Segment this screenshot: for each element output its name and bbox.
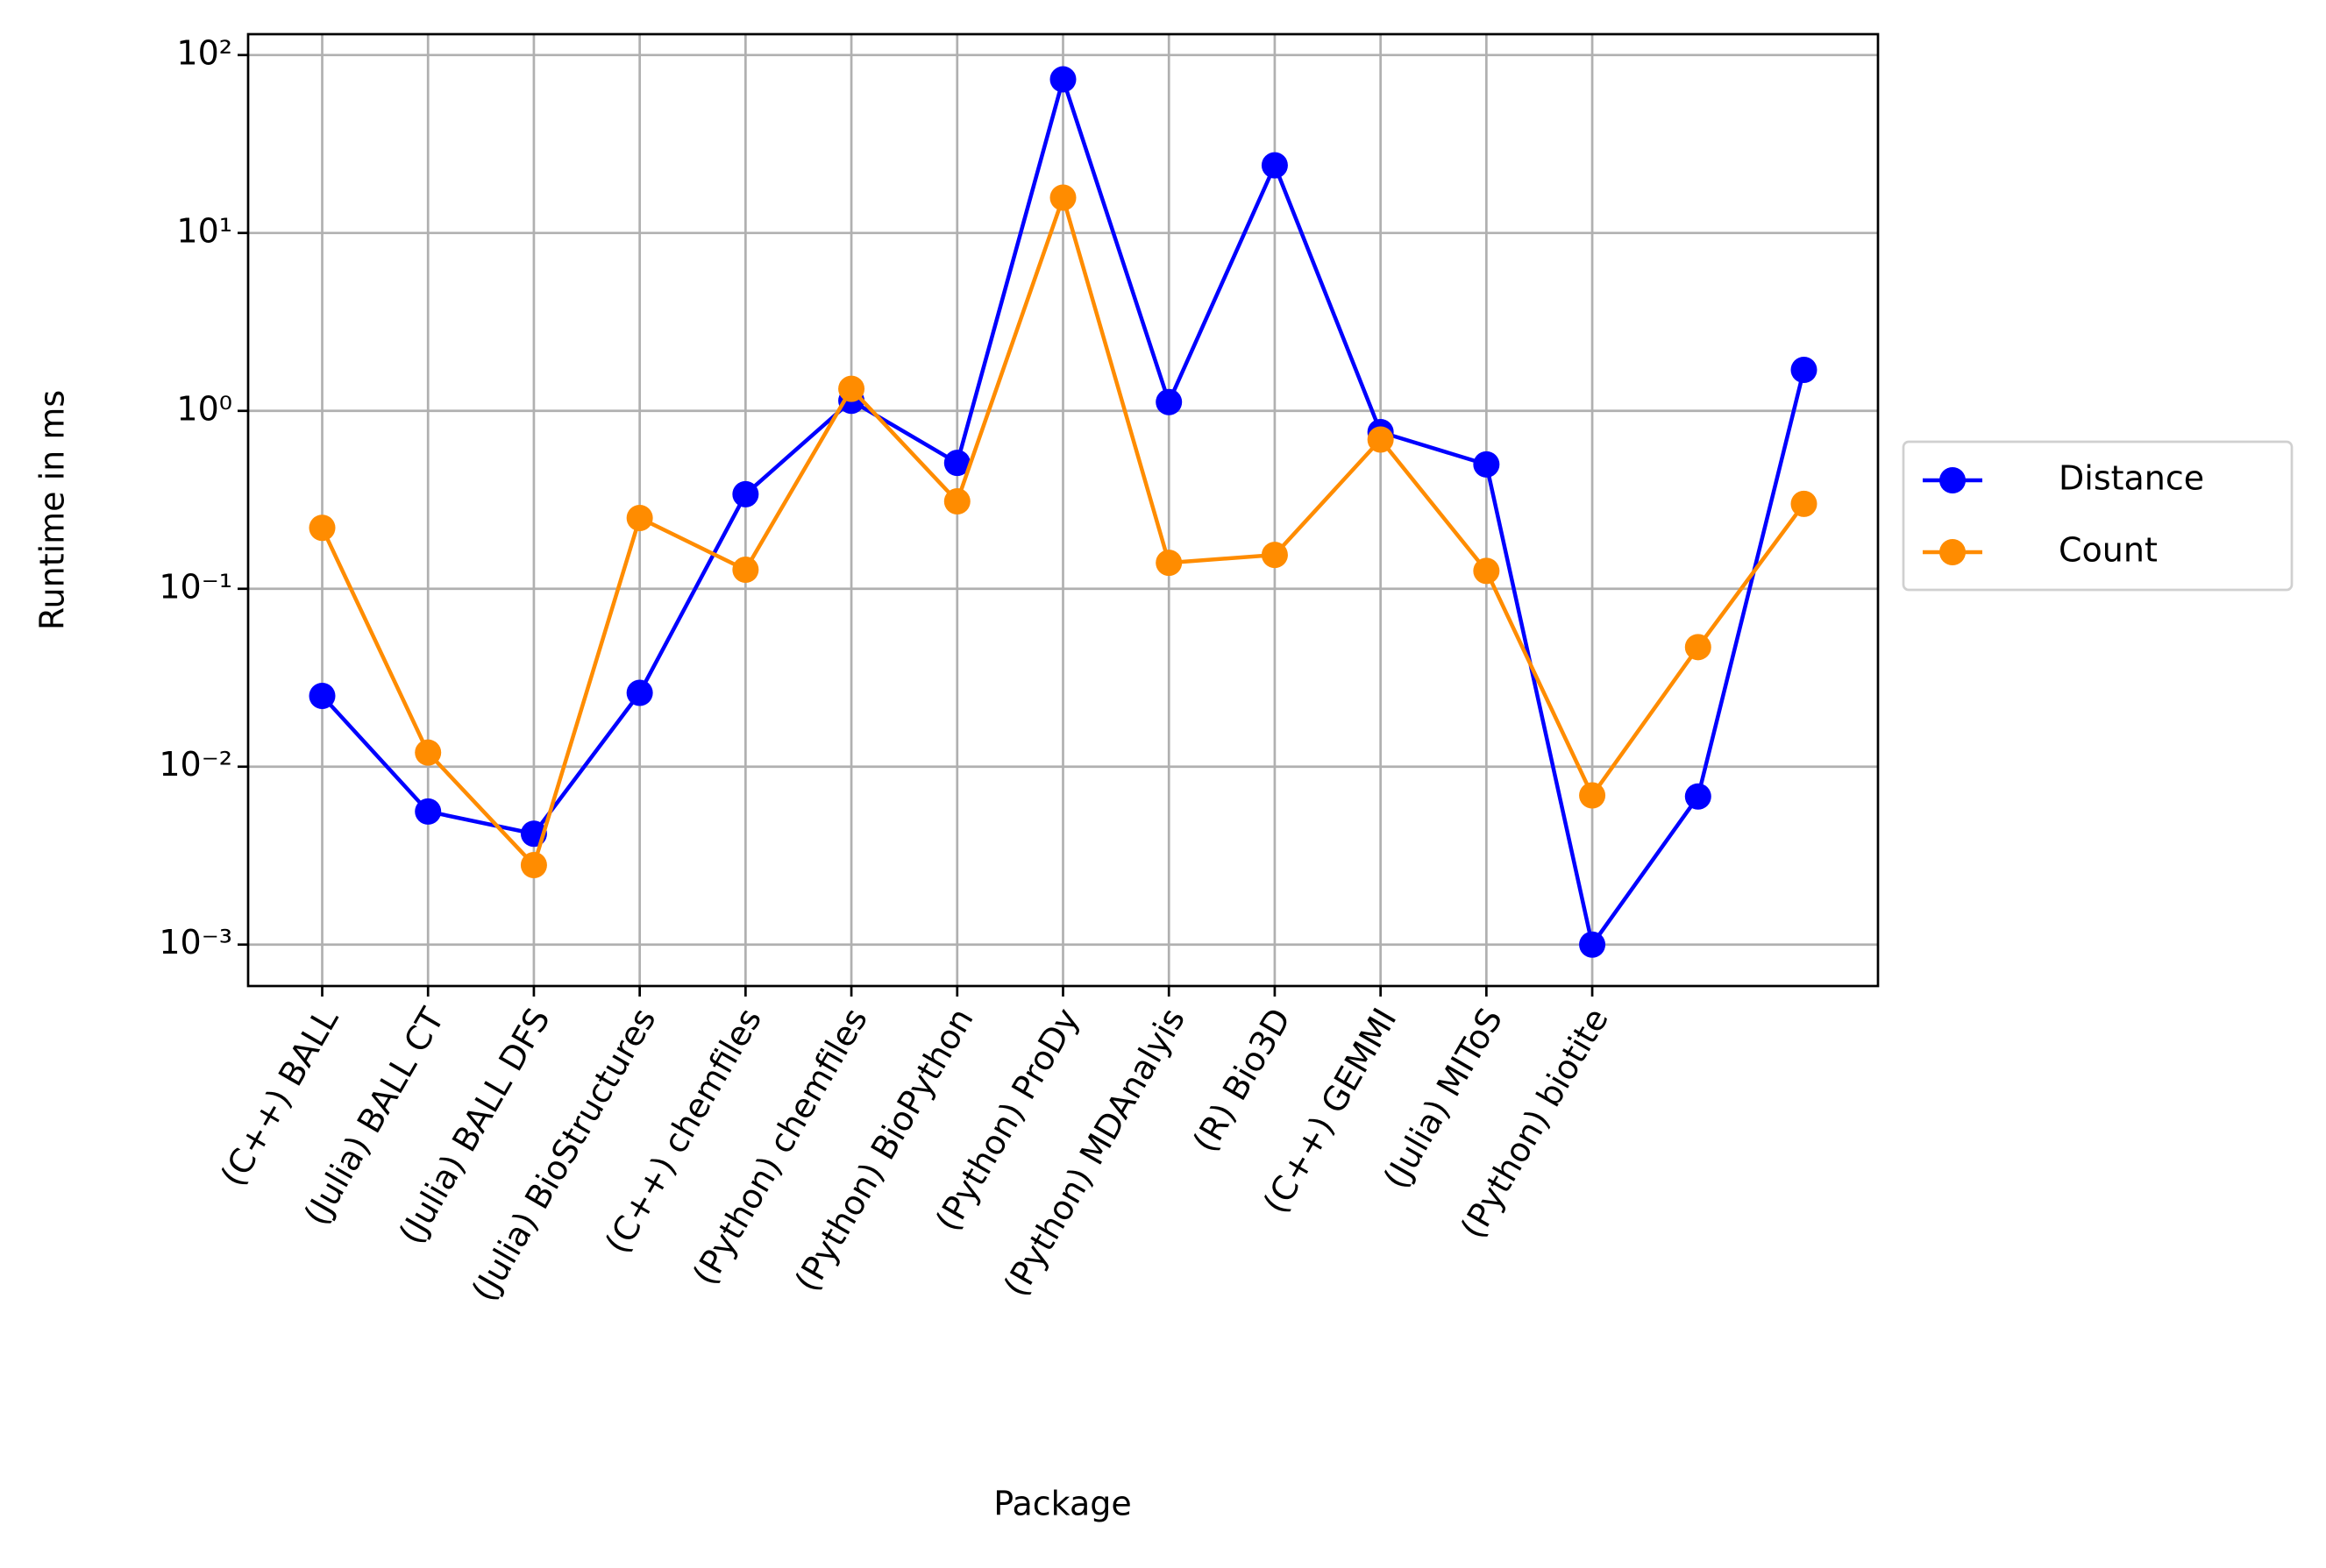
point — [1049, 184, 1077, 211]
point — [415, 739, 442, 766]
point — [1156, 550, 1183, 577]
point — [1684, 783, 1711, 810]
point — [1579, 782, 1606, 809]
legend-box — [1902, 440, 2294, 592]
grid — [248, 34, 1878, 986]
point — [1684, 634, 1711, 661]
y-tick-label: 10⁰ — [176, 389, 232, 428]
point — [415, 798, 442, 825]
x-axis-label: Package — [993, 1485, 1132, 1523]
point — [1156, 388, 1183, 415]
y-tick-label: 10⁻¹ — [159, 567, 232, 606]
x-tick-label: (R) Bio3D — [1185, 1002, 1298, 1159]
point — [309, 682, 336, 709]
y-tick-label: 10⁻³ — [159, 923, 232, 961]
legend-label: Distance — [2059, 459, 2204, 498]
y-tick-label: 10² — [176, 33, 232, 72]
point — [626, 679, 653, 706]
point — [1261, 152, 1288, 179]
y-tick-label: 10¹ — [176, 211, 232, 250]
legend-marker — [1939, 539, 1966, 565]
point — [838, 375, 865, 402]
point — [732, 480, 759, 507]
point — [1579, 931, 1606, 958]
point — [1473, 451, 1500, 478]
legend-label: Count — [2059, 531, 2158, 570]
x-tick-label: (Julia) BioStructures — [464, 1002, 663, 1308]
point — [1049, 66, 1077, 93]
point — [1790, 490, 1817, 517]
legend-marker — [1939, 467, 1966, 493]
point — [1473, 557, 1500, 585]
point — [1790, 356, 1817, 383]
point — [732, 557, 759, 584]
point — [1261, 542, 1288, 569]
point — [520, 851, 547, 878]
point — [626, 504, 653, 531]
point — [309, 514, 336, 542]
x-tick-label: (Python) MDAnalyis — [996, 1002, 1192, 1303]
point — [943, 488, 971, 515]
point — [1367, 426, 1394, 453]
plot-frame — [246, 32, 1880, 988]
y-tick-label: 10⁻² — [159, 745, 232, 784]
y-axis-label: Runtime in ms — [33, 390, 72, 630]
point — [943, 450, 971, 477]
